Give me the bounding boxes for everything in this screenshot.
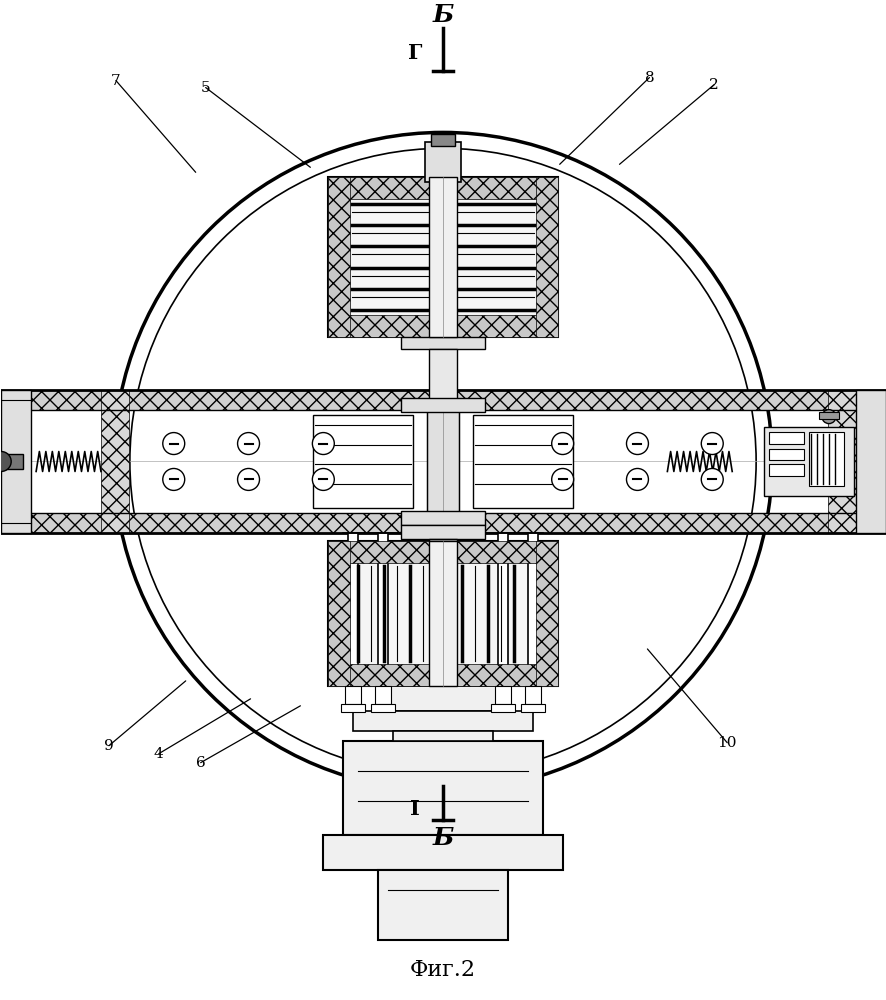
Bar xyxy=(370,704,394,712)
Bar xyxy=(328,177,557,337)
Bar xyxy=(328,177,557,199)
Bar xyxy=(388,686,497,711)
Bar xyxy=(431,134,455,146)
Bar xyxy=(392,731,493,741)
Text: I: I xyxy=(409,799,420,819)
Bar xyxy=(1,390,31,533)
Circle shape xyxy=(163,468,184,490)
Circle shape xyxy=(0,452,12,471)
Bar xyxy=(328,664,557,686)
Bar xyxy=(328,315,557,337)
Bar xyxy=(429,541,456,686)
Bar xyxy=(527,533,537,686)
Bar xyxy=(768,432,803,444)
Bar xyxy=(400,337,485,349)
Bar xyxy=(429,177,456,337)
Circle shape xyxy=(821,410,835,424)
Text: 4: 4 xyxy=(154,747,164,761)
Text: 5: 5 xyxy=(200,81,210,95)
Bar xyxy=(400,511,485,525)
Bar xyxy=(31,513,855,533)
Circle shape xyxy=(626,433,648,455)
Text: 2: 2 xyxy=(709,78,719,92)
Bar xyxy=(375,686,391,704)
Bar xyxy=(328,541,350,686)
Bar xyxy=(353,711,532,731)
Circle shape xyxy=(237,468,260,490)
Bar xyxy=(520,704,544,712)
Bar xyxy=(328,541,557,563)
Text: Б: Б xyxy=(431,826,453,850)
Text: 6: 6 xyxy=(196,756,206,770)
Bar xyxy=(101,390,128,533)
Circle shape xyxy=(701,468,722,490)
Circle shape xyxy=(237,433,260,455)
Text: 8: 8 xyxy=(644,71,654,85)
Circle shape xyxy=(551,468,573,490)
Bar xyxy=(328,177,350,337)
Circle shape xyxy=(163,433,184,455)
Bar xyxy=(377,533,388,686)
Circle shape xyxy=(701,433,722,455)
Text: 7: 7 xyxy=(111,74,120,88)
Bar xyxy=(535,177,557,337)
Circle shape xyxy=(312,433,334,455)
Bar xyxy=(429,539,456,541)
Circle shape xyxy=(312,468,334,490)
Bar xyxy=(808,432,843,486)
Bar xyxy=(768,464,803,476)
Bar xyxy=(827,390,855,533)
Bar xyxy=(313,415,413,508)
Bar xyxy=(348,533,358,686)
Text: Г: Г xyxy=(408,43,422,63)
Text: 9: 9 xyxy=(104,739,113,753)
Bar xyxy=(525,686,540,704)
Bar xyxy=(855,390,885,533)
Bar xyxy=(377,870,508,940)
Bar xyxy=(818,412,838,419)
Bar xyxy=(768,449,803,460)
Bar xyxy=(400,398,485,412)
Bar xyxy=(535,541,557,686)
Circle shape xyxy=(626,468,648,490)
Text: Фиг.2: Фиг.2 xyxy=(409,959,476,981)
Text: 10: 10 xyxy=(717,736,736,750)
Bar xyxy=(424,142,461,182)
Bar xyxy=(328,541,557,686)
Bar xyxy=(497,533,508,686)
Bar xyxy=(494,686,510,704)
Bar xyxy=(429,177,456,182)
Bar xyxy=(426,410,458,513)
Bar xyxy=(763,427,853,496)
Circle shape xyxy=(113,132,771,791)
Bar xyxy=(472,415,572,508)
Bar xyxy=(31,390,855,410)
Bar xyxy=(345,686,361,704)
Bar xyxy=(1,454,23,469)
Bar xyxy=(343,741,542,835)
Text: Б: Б xyxy=(431,3,453,27)
Bar xyxy=(323,835,562,870)
Bar xyxy=(490,704,514,712)
Bar xyxy=(400,525,485,539)
Circle shape xyxy=(551,433,573,455)
Bar xyxy=(429,349,456,410)
Bar xyxy=(341,704,365,712)
